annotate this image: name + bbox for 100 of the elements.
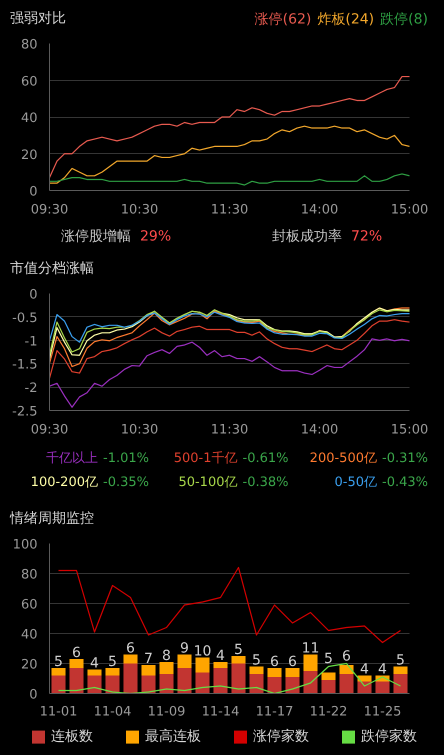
x-tick-label: 15:00 — [390, 202, 428, 218]
bar — [321, 672, 336, 680]
bar — [69, 668, 84, 694]
text: 封板成功率 — [272, 228, 342, 246]
bar — [303, 654, 318, 671]
bar — [231, 664, 246, 694]
text: 200-500亿 — [310, 451, 377, 467]
bar — [159, 674, 174, 694]
y-tick-label: -0.5 — [12, 310, 38, 326]
text: -0.43% — [382, 475, 428, 491]
data-label: 4 — [90, 656, 100, 672]
y-tick-label: -2 — [24, 381, 38, 396]
text: 炸板(24) — [317, 12, 374, 28]
bar — [141, 665, 156, 676]
bar — [177, 654, 192, 668]
legend-label: 连板数 — [51, 728, 93, 746]
bar — [321, 680, 336, 694]
bar — [339, 665, 354, 674]
line-series — [50, 126, 410, 184]
data-label: 5 — [234, 642, 243, 658]
x-tick-label: 15:00 — [390, 422, 428, 438]
bar — [231, 656, 246, 664]
x-tick-label: 11:30 — [210, 422, 248, 438]
text: -1.01% — [103, 451, 149, 467]
x-tick-label: 11-25 — [364, 704, 402, 720]
y-tick-label: 20 — [20, 148, 38, 163]
data-label: 5 — [108, 654, 117, 670]
data-label: 4 — [360, 662, 370, 678]
text: 涨停股增幅 — [61, 228, 131, 246]
data-label: 9 — [180, 640, 189, 656]
data-label: 6 — [72, 645, 82, 661]
text: 跌停(8) — [380, 12, 428, 28]
x-tick-label: 11-09 — [148, 704, 186, 720]
bar — [249, 666, 264, 674]
text: 72% — [351, 228, 382, 246]
data-label: 4 — [216, 648, 226, 664]
text: -0.38% — [242, 475, 288, 491]
bar — [141, 676, 156, 694]
legend-label: 跌停家数 — [361, 728, 417, 746]
bar — [87, 676, 102, 694]
line-series — [50, 76, 410, 178]
legend-label: 最高连板 — [145, 728, 201, 746]
chart-title: 市值分档涨幅 — [10, 260, 94, 278]
line-series — [50, 173, 410, 186]
x-tick-label: 10:30 — [120, 422, 158, 438]
bar — [285, 668, 300, 677]
text: 涨停(62) — [254, 12, 312, 28]
bar — [51, 676, 66, 694]
x-tick-label: 10:30 — [120, 202, 158, 218]
y-tick-label: 0 — [29, 688, 38, 702]
y-tick-label: 20 — [20, 658, 38, 672]
x-tick-label: 14:00 — [300, 422, 338, 438]
bar — [267, 677, 282, 694]
bar — [105, 668, 120, 676]
bar — [51, 668, 66, 676]
x-tick-label: 11-22 — [310, 704, 348, 720]
text: 100-200亿 — [30, 475, 98, 491]
text: 29% — [140, 228, 172, 246]
y-tick-label: 0 — [29, 184, 38, 200]
data-label: 6 — [270, 654, 280, 670]
x-tick-label: 11-14 — [202, 704, 240, 720]
data-label: 11 — [302, 640, 320, 656]
data-label: 5 — [324, 650, 333, 667]
text: 50-100亿 — [178, 475, 238, 491]
text: -0.35% — [103, 475, 149, 491]
data-label: 7 — [144, 651, 153, 667]
text: 千亿以上 — [46, 451, 98, 467]
data-label: 8 — [162, 648, 171, 664]
bar — [249, 674, 264, 694]
text: 500-1千亿 — [174, 451, 238, 467]
x-tick-label: 11-04 — [94, 704, 132, 720]
line-series — [58, 566, 402, 644]
y-tick-label: -1 — [24, 334, 38, 350]
data-label: 6 — [288, 654, 298, 670]
bar — [177, 668, 192, 694]
x-tick-label: 14:00 — [300, 202, 338, 218]
y-tick-label: 40 — [20, 111, 38, 126]
data-label: 5 — [252, 652, 261, 668]
y-tick-label: -2.5 — [12, 404, 38, 420]
bar — [267, 668, 282, 677]
text: 0-50亿 — [334, 475, 377, 491]
y-tick-label: -1.5 — [12, 358, 38, 373]
bar — [105, 676, 120, 694]
bar — [393, 674, 408, 694]
y-tick-label: 60 — [20, 598, 38, 612]
bar — [123, 654, 138, 664]
data-label: 6 — [342, 648, 352, 664]
chart-title: 情绪周期监控 — [10, 510, 94, 528]
bar — [393, 666, 408, 674]
y-tick-label: 40 — [20, 628, 38, 642]
bar — [213, 662, 228, 668]
y-tick-label: 60 — [20, 74, 38, 90]
text: -0.61% — [242, 451, 288, 467]
bar — [357, 676, 372, 682]
bar — [69, 659, 84, 668]
bar — [375, 682, 390, 694]
line-series — [50, 319, 410, 379]
data-label: 5 — [54, 654, 63, 670]
line-series — [50, 338, 410, 408]
text: -0.31% — [382, 451, 428, 467]
